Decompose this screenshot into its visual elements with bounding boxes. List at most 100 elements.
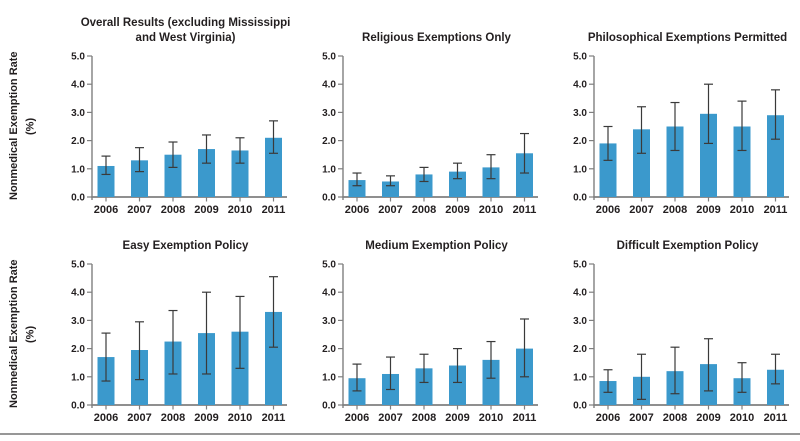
x-tick-label: 2010 <box>479 204 503 216</box>
y-tick-label: 4.0 <box>71 288 85 299</box>
x-tick-label: 2010 <box>479 412 503 424</box>
y-tick-label: 3.0 <box>322 316 336 327</box>
y-tick-label: 2.0 <box>71 344 85 355</box>
x-tick-label: 2008 <box>161 204 185 216</box>
panel-title-easy: Easy Exemption Policy <box>122 240 249 253</box>
bar-2011 <box>265 311 282 405</box>
y-tick-label: 1.0 <box>71 372 85 383</box>
panel-title-religious: Religious Exemptions Only <box>362 32 511 45</box>
y-tick-label: 4.0 <box>322 288 336 299</box>
bar-2007 <box>633 129 650 197</box>
y-tick-label: 0.0 <box>71 193 85 204</box>
x-tick-label: 2008 <box>161 412 185 424</box>
bar-2006 <box>97 165 115 197</box>
y-tick-label: 5.0 <box>573 52 587 63</box>
x-tick-label: 2007 <box>378 204 402 216</box>
bar-2006 <box>599 381 617 405</box>
y-tick-label: 5.0 <box>322 52 336 63</box>
bar-chart-svg: 0.0 1.0 2.0 3.0 4.0 5.0 2006 2007 2008 2009 2010 20… <box>322 52 538 216</box>
y-tick-label: 2.0 <box>71 136 85 147</box>
x-tick-label: 2006 <box>345 204 369 216</box>
x-tick-label: 2010 <box>730 204 754 216</box>
x-tick-label: 2010 <box>228 204 252 216</box>
y-tick-label: 1.0 <box>573 164 587 175</box>
y-tick-label: 0.0 <box>573 401 587 412</box>
bar-2010 <box>482 167 500 197</box>
y-tick-label: 2.0 <box>322 136 336 147</box>
y-tick-label: 5.0 <box>573 260 587 271</box>
x-tick-label: 2008 <box>663 204 687 216</box>
y-tick-label: 0.0 <box>573 193 587 204</box>
x-tick-label: 2011 <box>764 412 788 424</box>
chart-row-bottom: Nonmedical Exemption Rate (%) Easy Exemp… <box>0 232 799 426</box>
y-tick-label: 2.0 <box>322 344 336 355</box>
bar-2009 <box>198 149 215 197</box>
x-tick-label: 2006 <box>596 204 620 216</box>
y-tick-label: 5.0 <box>71 260 85 271</box>
y-tick-label: 5.0 <box>71 52 85 63</box>
bar-2006 <box>348 378 366 405</box>
bar-chart-religious: 0.0 1.0 2.0 3.0 4.0 5.0 2006 2007 2008 2009 2010 20… <box>297 46 548 218</box>
bar-2010 <box>231 150 249 197</box>
x-tick-label: 2009 <box>445 204 469 216</box>
y-tick-label: 5.0 <box>322 260 336 271</box>
y-tick-label: 0.0 <box>71 401 85 412</box>
x-tick-label: 2011 <box>262 412 286 424</box>
y-tick-label: 2.0 <box>573 136 587 147</box>
panel-difficult: Difficult Exemption Policy 0.0 1.0 2.0 3.0 4… <box>548 232 799 426</box>
panel-religious: Religious Exemptions Only 0.0 1.0 2.0 3.0 4.… <box>297 8 548 218</box>
y-tick-label: 3.0 <box>573 316 587 327</box>
chart-row-top: Nonmedical Exemption Rate (%) Overall Re… <box>0 8 799 218</box>
y-tick-label: 3.0 <box>71 108 85 119</box>
bar-chart-svg: 0.0 1.0 2.0 3.0 4.0 5.0 2006 2007 2008 2009 2010 20… <box>71 52 287 216</box>
bar-2011 <box>516 153 533 197</box>
panel-philosophical: Philosophical Exemptions Permitted 0.0 1.… <box>548 8 799 218</box>
x-tick-label: 2006 <box>345 412 369 424</box>
bar-2009 <box>700 113 717 197</box>
bar-chart-svg: 0.0 1.0 2.0 3.0 4.0 5.0 2006 2007 2008 2009 2010 20… <box>322 260 538 424</box>
bar-2008 <box>666 126 684 197</box>
x-tick-label: 2011 <box>513 412 537 424</box>
panel-easy: Easy Exemption Policy 0.0 1.0 2.0 3.0 4.0 5.0… <box>46 232 297 426</box>
panel-title-medium: Medium Exemption Policy <box>365 240 508 253</box>
bar-chart-svg: 0.0 1.0 2.0 3.0 4.0 5.0 2006 2007 2008 2009 2010 20… <box>71 260 287 424</box>
x-tick-label: 2007 <box>629 204 653 216</box>
bar-2010 <box>733 126 751 197</box>
x-tick-label: 2007 <box>127 412 151 424</box>
x-tick-label: 2009 <box>696 204 720 216</box>
y-axis-label-bottom: Nonmedical Exemption Rate (%) <box>8 259 37 409</box>
y-tick-label: 2.0 <box>573 344 587 355</box>
bar-2011 <box>767 115 784 197</box>
x-tick-label: 2006 <box>596 412 620 424</box>
x-tick-label: 2008 <box>663 412 687 424</box>
x-tick-label: 2011 <box>764 204 788 216</box>
y-tick-label: 1.0 <box>322 164 336 175</box>
x-tick-label: 2011 <box>262 204 286 216</box>
x-tick-label: 2007 <box>629 412 653 424</box>
x-tick-label: 2009 <box>194 204 218 216</box>
bar-chart-easy: 0.0 1.0 2.0 3.0 4.0 5.0 2006 2007 2008 2009 2010 20… <box>46 254 297 426</box>
x-tick-label: 2011 <box>513 204 537 216</box>
y-tick-label: 1.0 <box>573 372 587 383</box>
bar-2007 <box>131 160 148 197</box>
x-tick-label: 2008 <box>412 204 436 216</box>
bar-2008 <box>415 174 433 197</box>
y-tick-label: 4.0 <box>322 80 336 91</box>
y-tick-label: 0.0 <box>322 401 336 412</box>
x-tick-label: 2008 <box>412 412 436 424</box>
panel-title-difficult: Difficult Exemption Policy <box>616 240 759 253</box>
bar-2009 <box>449 365 466 405</box>
x-tick-label: 2009 <box>696 412 720 424</box>
y-tick-label: 4.0 <box>573 288 587 299</box>
y-tick-label: 4.0 <box>71 80 85 91</box>
bar-2008 <box>415 368 433 405</box>
y-axis-label-top: Nonmedical Exemption Rate (%) <box>8 51 37 201</box>
bar-2006 <box>599 143 617 197</box>
x-tick-label: 2010 <box>228 412 252 424</box>
x-tick-label: 2007 <box>378 412 402 424</box>
bottom-rule <box>0 433 800 435</box>
y-tick-label: 3.0 <box>322 108 336 119</box>
panel-medium: Medium Exemption Policy 0.0 1.0 2.0 3.0 4.0 5… <box>297 232 548 426</box>
bar-2011 <box>767 369 784 405</box>
bar-chart-overall: 0.0 1.0 2.0 3.0 4.0 5.0 2006 2007 2008 2009 2010 20… <box>46 46 297 218</box>
